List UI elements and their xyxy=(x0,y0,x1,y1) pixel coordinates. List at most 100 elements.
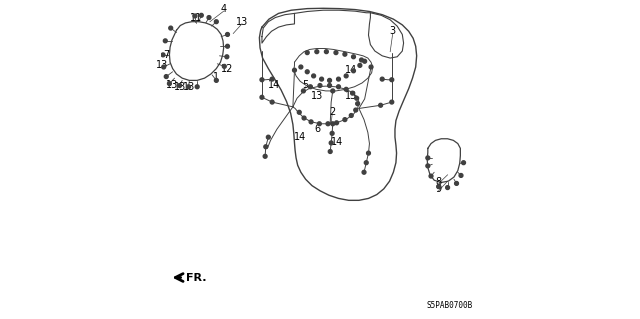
Circle shape xyxy=(363,59,367,63)
Circle shape xyxy=(426,156,429,160)
Circle shape xyxy=(436,185,440,189)
Circle shape xyxy=(380,77,384,81)
Text: 2: 2 xyxy=(329,107,335,117)
Circle shape xyxy=(326,122,330,126)
Circle shape xyxy=(270,100,274,104)
Text: 13: 13 xyxy=(236,17,248,27)
Text: 13: 13 xyxy=(166,80,178,91)
Circle shape xyxy=(328,84,332,87)
Text: S5PAB0700B: S5PAB0700B xyxy=(426,301,472,310)
Circle shape xyxy=(358,63,362,67)
Circle shape xyxy=(331,122,335,126)
Circle shape xyxy=(225,33,229,36)
Circle shape xyxy=(214,20,218,24)
Text: 13: 13 xyxy=(183,82,195,92)
Circle shape xyxy=(225,44,229,48)
Circle shape xyxy=(362,170,366,174)
Circle shape xyxy=(337,85,340,89)
Text: 13: 13 xyxy=(174,82,186,92)
Circle shape xyxy=(330,131,334,135)
Circle shape xyxy=(264,145,268,149)
Circle shape xyxy=(195,85,199,89)
Circle shape xyxy=(266,135,270,139)
Circle shape xyxy=(214,78,218,82)
Circle shape xyxy=(351,69,355,73)
Circle shape xyxy=(351,55,355,59)
Text: 14: 14 xyxy=(268,79,280,90)
Circle shape xyxy=(367,151,371,155)
Text: 11: 11 xyxy=(190,12,202,23)
Text: 14: 14 xyxy=(332,137,344,147)
Circle shape xyxy=(164,75,168,78)
Circle shape xyxy=(331,89,335,93)
Circle shape xyxy=(343,52,347,56)
Circle shape xyxy=(369,65,373,69)
Text: 13: 13 xyxy=(345,91,357,101)
Text: 13: 13 xyxy=(310,91,323,101)
Circle shape xyxy=(335,121,339,125)
Circle shape xyxy=(178,84,182,87)
Circle shape xyxy=(270,77,274,81)
Circle shape xyxy=(225,55,228,59)
Text: 7: 7 xyxy=(163,50,170,60)
Circle shape xyxy=(299,65,303,69)
Circle shape xyxy=(315,50,319,54)
Circle shape xyxy=(312,74,316,78)
Text: 12: 12 xyxy=(221,63,234,74)
Circle shape xyxy=(328,150,332,153)
Circle shape xyxy=(302,116,306,120)
Text: 6: 6 xyxy=(314,124,321,134)
Circle shape xyxy=(162,65,166,69)
Circle shape xyxy=(292,68,296,72)
Text: 9: 9 xyxy=(436,184,442,194)
Circle shape xyxy=(360,58,364,62)
Circle shape xyxy=(207,16,211,19)
Circle shape xyxy=(459,174,463,177)
Text: 1: 1 xyxy=(213,72,220,82)
Circle shape xyxy=(305,51,309,55)
Circle shape xyxy=(263,154,267,158)
Circle shape xyxy=(317,122,321,126)
Circle shape xyxy=(298,110,301,114)
Text: 8: 8 xyxy=(436,177,442,187)
Circle shape xyxy=(344,87,348,91)
Circle shape xyxy=(355,96,358,100)
Text: 14: 14 xyxy=(294,131,307,142)
Text: 3: 3 xyxy=(390,26,396,36)
Text: 4: 4 xyxy=(221,4,227,14)
Circle shape xyxy=(329,141,333,145)
Circle shape xyxy=(324,50,328,54)
Circle shape xyxy=(343,118,347,122)
Text: 13: 13 xyxy=(156,60,168,70)
Text: 5: 5 xyxy=(303,79,308,90)
Circle shape xyxy=(429,174,433,178)
Circle shape xyxy=(334,51,338,55)
Circle shape xyxy=(200,13,204,17)
Circle shape xyxy=(379,103,383,107)
Circle shape xyxy=(337,77,340,81)
Circle shape xyxy=(187,85,191,89)
Circle shape xyxy=(260,95,264,99)
Text: FR.: FR. xyxy=(186,272,207,283)
Circle shape xyxy=(356,102,360,106)
Circle shape xyxy=(364,161,368,165)
Circle shape xyxy=(163,39,167,43)
Circle shape xyxy=(169,26,173,30)
Circle shape xyxy=(390,100,394,104)
Circle shape xyxy=(349,114,353,117)
Circle shape xyxy=(454,182,458,185)
Circle shape xyxy=(161,53,165,57)
Circle shape xyxy=(309,120,313,124)
Circle shape xyxy=(318,84,322,87)
Circle shape xyxy=(222,64,226,68)
Circle shape xyxy=(426,164,429,168)
Circle shape xyxy=(354,108,358,112)
Circle shape xyxy=(193,14,197,18)
Circle shape xyxy=(461,161,465,165)
Circle shape xyxy=(328,78,332,82)
Circle shape xyxy=(351,91,355,95)
Circle shape xyxy=(305,70,309,74)
Circle shape xyxy=(390,78,394,82)
Circle shape xyxy=(260,78,264,82)
Circle shape xyxy=(344,74,348,78)
